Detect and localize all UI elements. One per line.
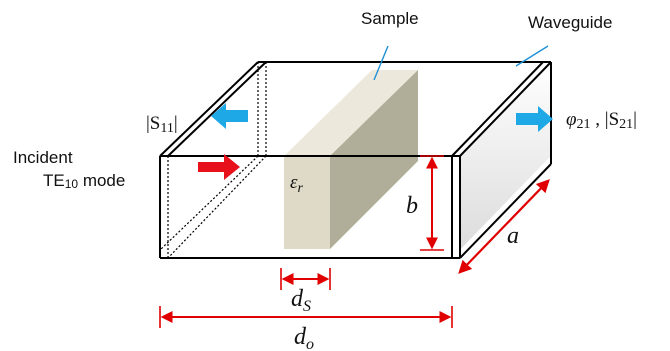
eps-sub: r	[298, 181, 304, 196]
s11-label: |S11|	[146, 113, 178, 136]
sample-leader-line	[373, 45, 389, 81]
phi-sub: 21	[577, 117, 591, 132]
te-mode: mode	[78, 171, 125, 190]
phi-main: φ	[566, 109, 577, 130]
transmission-label: φ21 , |S21|	[566, 109, 637, 132]
incident-label-line1: Incident	[13, 148, 73, 167]
phi-sep: ,	[591, 109, 605, 130]
te-main: TE	[43, 171, 65, 190]
ds-sub: S	[303, 298, 311, 315]
dimension-do	[159, 306, 453, 328]
port-face	[460, 62, 551, 250]
te-sub: 10	[65, 177, 79, 191]
s21-main: |S	[605, 109, 619, 130]
dimension-a	[458, 179, 550, 274]
do-sub: o	[306, 336, 314, 351]
sample-side-face	[330, 70, 418, 249]
sample-top-face	[284, 70, 418, 156]
transmitted-arrow	[516, 106, 553, 132]
permittivity-label: εr	[290, 172, 304, 196]
waveguide-leader-line	[515, 45, 549, 67]
s21-sub: 21	[619, 117, 633, 132]
reflected-arrow	[211, 103, 248, 129]
ds-label: dS	[291, 286, 311, 315]
s11-sub: 11	[160, 121, 173, 136]
s11-end: |	[174, 113, 178, 134]
waveguide-label: Waveguide	[528, 13, 612, 32]
do-main: d	[294, 324, 307, 350]
sample-label: Sample	[361, 9, 419, 28]
incident-label-line2: TE10 mode	[43, 171, 125, 191]
incident-arrow	[198, 154, 240, 180]
dimension-ds	[280, 268, 331, 290]
sample-block	[284, 70, 418, 249]
ds-main: d	[291, 286, 304, 312]
s11-main: |S	[146, 113, 160, 134]
eps-main: ε	[290, 172, 298, 193]
b-label: b	[406, 193, 418, 219]
s21-end: |	[633, 109, 637, 130]
dimension-b	[420, 155, 444, 251]
do-label: do	[294, 324, 314, 351]
a-label: a	[507, 223, 519, 249]
sample-front-face	[284, 156, 330, 249]
